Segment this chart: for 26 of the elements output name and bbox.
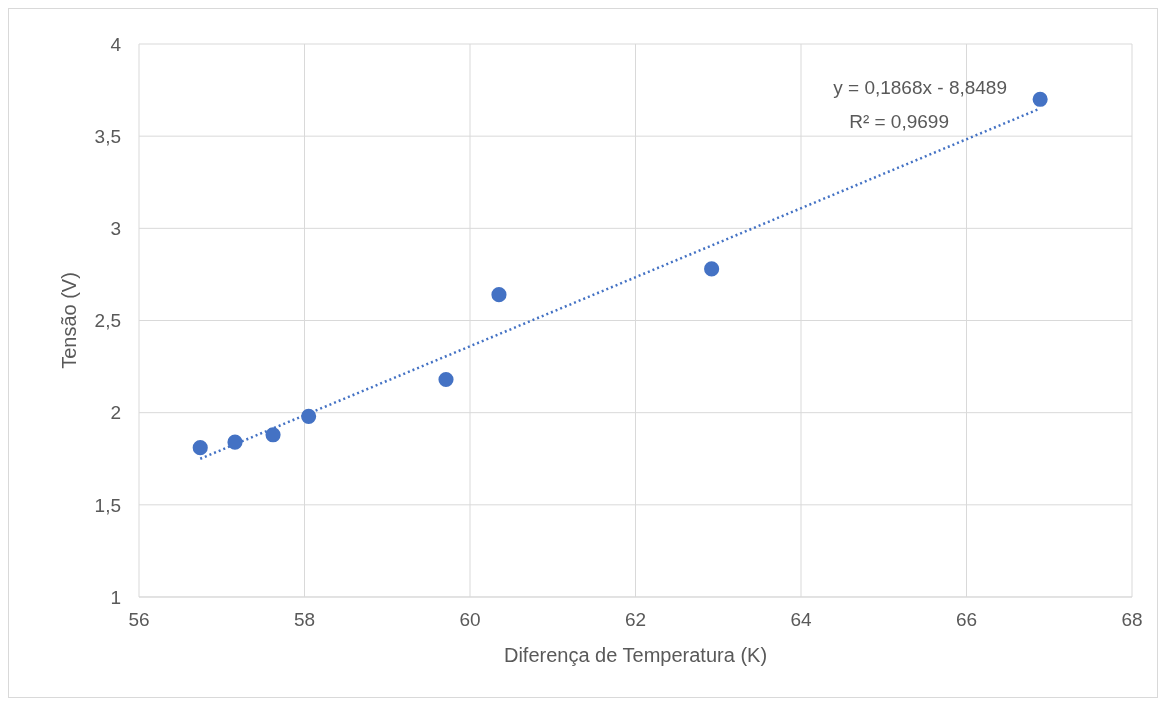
annotation: y = 0,1868x - 8,8489 xyxy=(833,77,1007,99)
y-axis-title: Tensão (V) xyxy=(58,272,81,369)
x-tick-label: 56 xyxy=(128,609,150,631)
x-axis-title: Diferença de Temperatura (K) xyxy=(503,644,768,666)
annotation: R² = 0,9699 xyxy=(849,111,949,133)
x-tick-label: 66 xyxy=(955,609,978,631)
point xyxy=(265,427,281,443)
y-tick-label: 2 xyxy=(110,402,121,424)
y-tick-label: 4 xyxy=(110,33,122,55)
y-tick-label: 1 xyxy=(110,586,121,608)
x-tick-label: 68 xyxy=(1121,609,1143,631)
y-tick-label: 3 xyxy=(110,218,121,240)
x-tick-label: 64 xyxy=(790,609,812,631)
point xyxy=(704,261,720,277)
point xyxy=(192,440,208,456)
x-tick-label: 62 xyxy=(624,609,647,631)
y-tick-label: 1,5 xyxy=(94,494,121,516)
y-tick-label: 2,5 xyxy=(94,310,121,332)
x-tick-label: 60 xyxy=(459,609,481,631)
point xyxy=(1032,91,1048,107)
point xyxy=(301,408,317,424)
point xyxy=(491,287,507,303)
point xyxy=(227,434,243,450)
x-tick-label: 58 xyxy=(293,609,316,631)
point xyxy=(438,371,454,388)
y-tick-label: 3,5 xyxy=(94,125,121,147)
